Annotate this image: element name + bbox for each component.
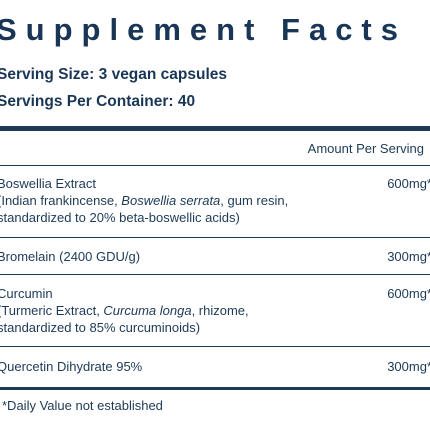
servings-per-container: Servings Per Container: 40 bbox=[0, 93, 196, 110]
row-divider bbox=[0, 274, 430, 275]
thick-divider bbox=[0, 126, 430, 131]
panel-title: Supplement Facts bbox=[0, 12, 407, 47]
row-divider bbox=[0, 237, 430, 238]
ingredient-name: Curcumin (Turmeric Extract, Curcuma long… bbox=[0, 286, 249, 335]
ingredient-amount: 300mg* bbox=[387, 359, 430, 374]
ingredient-name: Bromelain (2400 GDU/g) bbox=[0, 249, 141, 264]
ingredient-name: Quercetin Dihydrate 95% bbox=[0, 359, 143, 374]
footnote: *Daily Value not established bbox=[2, 398, 163, 413]
ingredient-amount: 300mg* bbox=[387, 249, 430, 264]
ingredient-amount: 600mg* bbox=[387, 176, 430, 191]
row-divider bbox=[0, 346, 430, 347]
bottom-thick-divider bbox=[0, 387, 430, 390]
serving-size: Serving Size: 3 vegan capsules bbox=[0, 66, 228, 83]
amount-per-serving-header: Amount Per Serving bbox=[307, 141, 424, 156]
ingredient-amount: 600mg* bbox=[387, 286, 430, 301]
ingredient-name: Boswellia Extract (Indian frankincense, … bbox=[0, 176, 289, 225]
header-divider bbox=[0, 165, 430, 166]
